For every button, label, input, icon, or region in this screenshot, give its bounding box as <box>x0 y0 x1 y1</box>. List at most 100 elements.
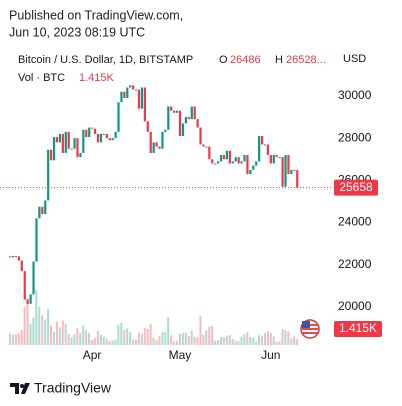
candle-body <box>173 110 176 113</box>
volume-bar <box>173 341 176 345</box>
last-price-label: 25658 <box>339 180 373 194</box>
volume-bar <box>149 323 152 345</box>
candle-body <box>143 87 146 122</box>
candle-body <box>79 152 82 158</box>
volume-bar <box>290 338 293 345</box>
volume-bar <box>240 336 243 345</box>
brand-logo <box>10 383 30 394</box>
x-tick-label: Apr <box>83 348 102 362</box>
candle-body <box>35 218 38 262</box>
candle-body <box>211 159 214 164</box>
candle-body <box>269 155 272 164</box>
volume-bar <box>70 337 73 345</box>
volume-bar <box>187 335 190 345</box>
candle-body <box>240 161 243 164</box>
candle-body <box>132 85 135 90</box>
volume-title: Vol · BTC <box>18 72 65 84</box>
volume-bar <box>85 330 88 345</box>
volume-bar <box>255 341 258 345</box>
volume-bar <box>296 339 299 345</box>
volume-value: 1.415K <box>79 72 115 84</box>
candle-body <box>93 128 97 134</box>
open-value: 26486 <box>230 54 261 66</box>
candle-body <box>55 137 59 143</box>
candle-body <box>190 106 193 120</box>
volume-bar <box>47 309 50 345</box>
candle-body <box>11 255 15 258</box>
y-tick-label: 22000 <box>338 257 372 271</box>
candle-body <box>217 161 220 164</box>
volume-bar <box>23 306 26 345</box>
candle-body <box>243 155 246 162</box>
candle-body <box>85 129 88 138</box>
volume-bar <box>143 328 146 345</box>
candle-body <box>61 133 64 153</box>
candle-body <box>231 161 234 164</box>
candle-body <box>47 149 50 201</box>
candle-body <box>176 110 179 113</box>
volume-bar <box>275 341 278 345</box>
volume-bar <box>73 334 76 345</box>
volume-bar <box>105 339 108 345</box>
candle-body <box>50 149 53 161</box>
candle-body <box>228 150 231 164</box>
volume-bar <box>123 329 126 345</box>
volume-bar <box>88 332 91 345</box>
volume-bar <box>14 334 17 345</box>
y-tick-label: 28000 <box>338 130 372 144</box>
volume-bar <box>167 317 170 345</box>
y-tick-label: 24000 <box>338 215 372 229</box>
volume-bar <box>266 331 269 345</box>
volume-bar <box>29 323 32 345</box>
volume-bar <box>64 323 67 345</box>
volume-bar <box>243 334 246 345</box>
candle-body <box>137 89 141 109</box>
volume-bar <box>196 337 199 345</box>
candle-body <box>32 261 35 295</box>
volume-bar <box>96 331 99 345</box>
candle-body <box>252 165 255 170</box>
volume-bar <box>26 298 29 345</box>
symbol-title: Bitcoin / U.S. Dollar, 1D, BITSTAMP <box>18 54 193 66</box>
volume-bar <box>249 336 252 345</box>
volume-bar <box>140 333 143 345</box>
candle-body <box>152 142 155 153</box>
candle-body <box>255 161 258 166</box>
candle-body <box>140 87 144 109</box>
volume-bar <box>120 323 123 345</box>
volume-bar <box>20 330 23 345</box>
candle-body <box>287 155 290 175</box>
volume-bar <box>225 335 228 345</box>
volume-bar <box>190 331 193 345</box>
candle-body <box>263 144 267 146</box>
candle-body <box>38 206 41 219</box>
candle-body <box>167 106 170 130</box>
volume-bar <box>158 335 161 345</box>
candle-body <box>120 91 123 103</box>
candle-body <box>146 121 149 132</box>
volume-bar <box>91 339 94 345</box>
currency: USD <box>343 53 366 65</box>
volume-bar <box>108 341 111 345</box>
candle-body <box>23 271 26 300</box>
candle-body <box>96 133 100 143</box>
candle-body <box>108 138 111 141</box>
volume-bar <box>293 336 296 345</box>
volume-bar <box>9 334 11 345</box>
candle-body <box>193 106 196 120</box>
volume-bar <box>93 338 96 345</box>
volume-bar <box>211 325 214 345</box>
volume-bar <box>82 325 85 345</box>
volume-bar <box>52 332 55 345</box>
candle-body <box>70 148 73 150</box>
candle-body <box>290 169 293 175</box>
volume-bar <box>263 333 266 345</box>
volume-bar <box>228 335 231 345</box>
volume-bar <box>208 326 211 345</box>
volume-bar <box>205 330 208 345</box>
candle-body <box>222 155 226 160</box>
candle-body <box>91 127 94 129</box>
candle-body <box>249 169 252 175</box>
header-line: Published on TradingView.com, <box>9 8 183 22</box>
volume-bar <box>284 330 287 345</box>
